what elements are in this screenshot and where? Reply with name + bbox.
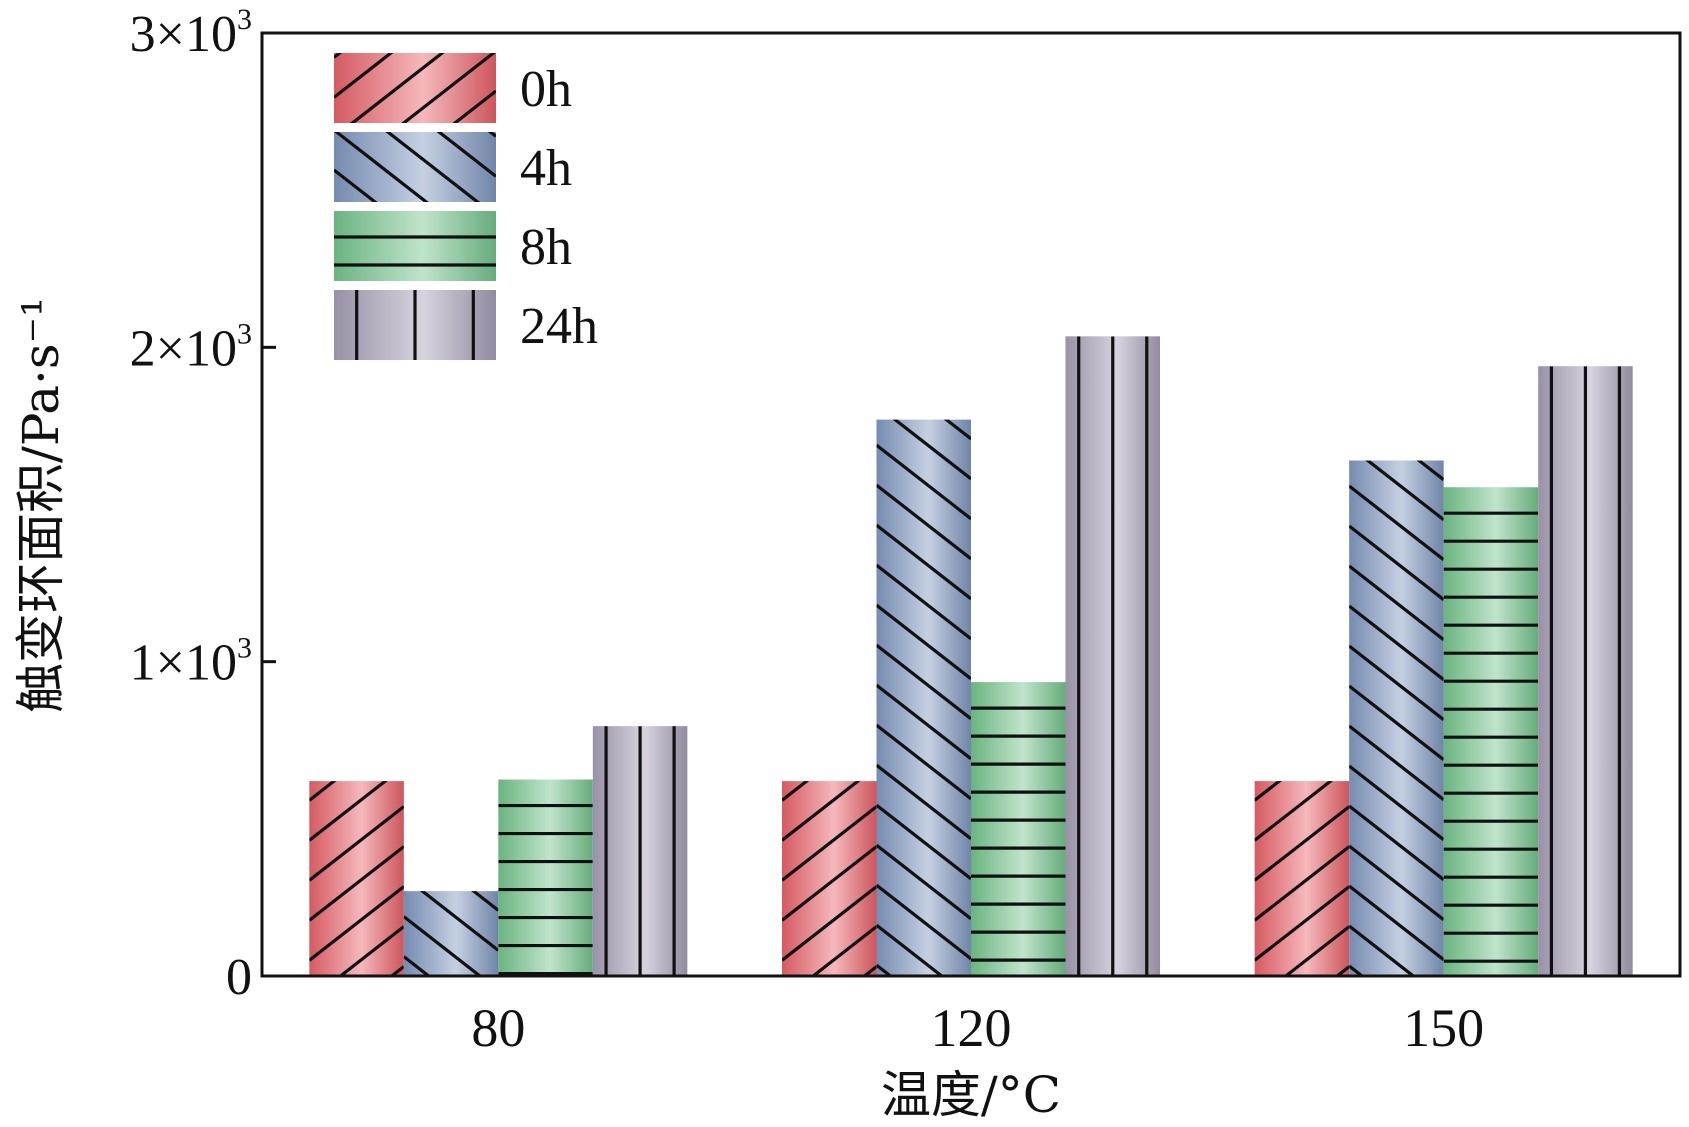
- plot-frame: [260, 31, 1682, 978]
- legend-label: 8h: [520, 219, 572, 276]
- bar-24h-150: [1538, 366, 1633, 976]
- bar-0h-80: [309, 781, 404, 977]
- y-tick-label: 0: [226, 949, 252, 1006]
- bar-8h-80: [498, 779, 593, 976]
- bar-8h-150: [1443, 487, 1539, 976]
- legend-label: 24h: [520, 298, 598, 355]
- y-tick-label: 1×103: [130, 632, 252, 692]
- bar-8h-120: [971, 682, 1066, 976]
- bar-0h-150: [1254, 781, 1350, 977]
- bar-4h-120: [876, 419, 971, 976]
- bar-4h-80: [403, 891, 499, 977]
- y-axis-title: 触变环面积/Pa·s⁻¹: [12, 297, 70, 713]
- axes-layer: 0 1×103 2×103 3×103 80 120 150: [130, 3, 1484, 1058]
- bars-layer: [309, 336, 1633, 977]
- x-axis-title: 温度/°C: [881, 1066, 1061, 1124]
- bar-24h-120: [1065, 336, 1160, 976]
- bar-4h-150: [1349, 460, 1444, 976]
- legend-item-24h: 24h: [334, 290, 598, 360]
- legend-item-0h: 0h: [334, 53, 572, 123]
- bar-0h-120: [782, 781, 877, 977]
- x-tick-label: 120: [931, 998, 1012, 1058]
- x-tick-label: 80: [471, 998, 525, 1058]
- legend-label: 0h: [520, 61, 572, 118]
- y-tick-label: 2×103: [130, 317, 252, 377]
- legend-item-8h: 8h: [334, 211, 572, 281]
- legend: 0h 4h 8h 24h: [334, 53, 598, 360]
- legend-label: 4h: [520, 140, 572, 197]
- legend-item-4h: 4h: [334, 132, 572, 202]
- x-tick-label: 150: [1403, 998, 1484, 1058]
- y-tick-label: 3×103: [130, 3, 252, 63]
- legend-swatch: [334, 211, 496, 281]
- bar-24h-80: [592, 726, 688, 976]
